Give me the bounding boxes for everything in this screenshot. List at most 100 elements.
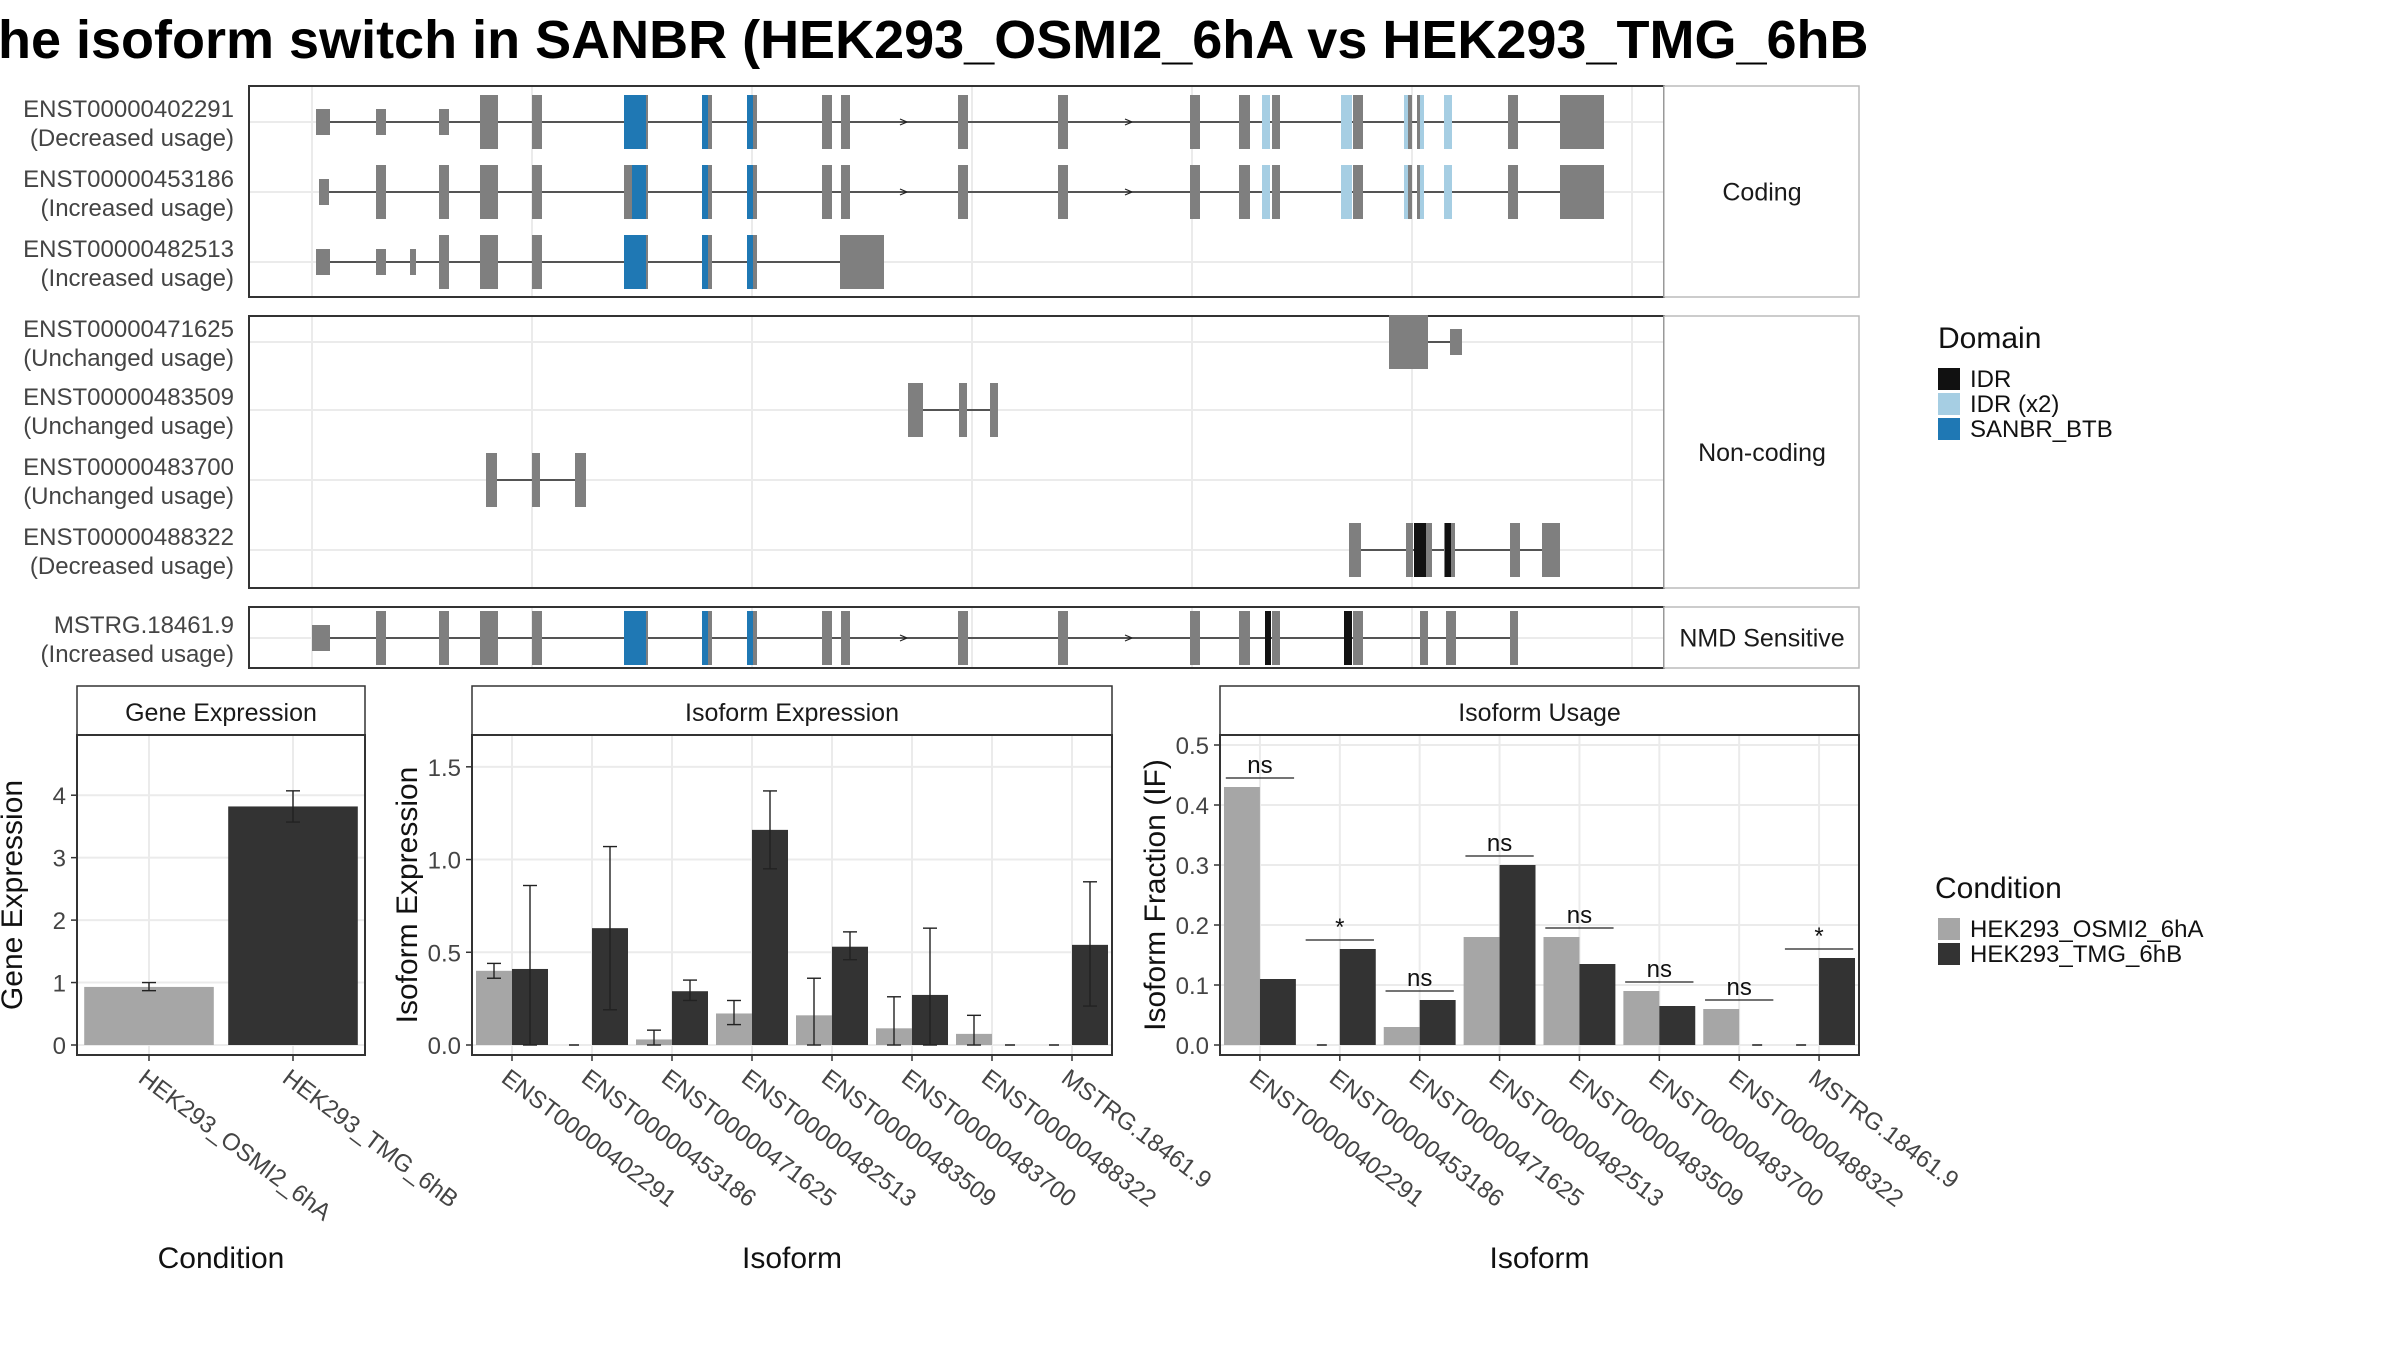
chart-title: Isoform Expression: [685, 699, 899, 727]
isoform-usage-label: (Decreased usage): [30, 125, 234, 152]
isoform-usage-label: (Increased usage): [41, 641, 234, 668]
facet-strip: [1663, 606, 1860, 669]
exon-block: [908, 383, 923, 437]
y-axis-title: Isoform Fraction (IF): [1139, 759, 1172, 1031]
exon-block: [841, 165, 850, 219]
isoform-name-label: ENST00000453186: [23, 166, 234, 193]
bar: [1659, 1006, 1696, 1045]
exon-block: [822, 95, 832, 149]
exon-block: [532, 235, 542, 289]
domain-sanbr-btb: [747, 235, 753, 289]
y-axis-title: Gene Expression: [0, 780, 29, 1010]
y-tick-label: 0.1: [1176, 973, 1209, 1000]
domain-idr: [1265, 611, 1271, 665]
significance-label: ns: [1247, 752, 1272, 779]
domain-idr-x2-: [1262, 95, 1270, 149]
domain-idr-x2-: [1341, 95, 1352, 149]
domain-idr-x2-: [1262, 165, 1270, 219]
bar: [476, 970, 512, 1045]
domain-idr-x2-: [1444, 95, 1452, 149]
bar: [832, 946, 868, 1045]
exon-block: [532, 453, 540, 507]
bar: [1339, 949, 1376, 1045]
significance-label: ns: [1407, 965, 1432, 992]
chart-strip: [1219, 685, 1860, 736]
domain-sanbr-btb: [702, 235, 708, 289]
exon-block: [532, 165, 542, 219]
bar: [1499, 865, 1536, 1045]
domain-sanbr-btb: [747, 95, 753, 149]
exon-block: [316, 249, 330, 275]
domain-idr-x2-: [1404, 165, 1408, 219]
exon-block: [439, 611, 449, 665]
domain-legend-key: [1938, 393, 1960, 415]
exon-block: [1272, 611, 1280, 665]
domain-idr: [1344, 611, 1352, 665]
domain-sanbr-btb: [624, 611, 646, 665]
exon-block: [376, 165, 386, 219]
exon-block: [958, 95, 968, 149]
exon-block: [1560, 165, 1604, 219]
exon-block: [1353, 95, 1363, 149]
facet-label: Coding: [1722, 179, 1801, 207]
isoform-name-label: MSTRG.18461.9: [54, 612, 234, 639]
exon-block: [1542, 523, 1560, 577]
exon-block: [959, 383, 967, 437]
bar: [1383, 1027, 1420, 1045]
domain-idr: [1445, 523, 1451, 577]
exon-block: [1239, 95, 1250, 149]
exon-block: [822, 165, 832, 219]
plot-border: [1219, 734, 1860, 1056]
bar: [1543, 937, 1580, 1045]
domain-legend-label: IDR (x2): [1970, 391, 2059, 418]
strand-arrow: [1124, 118, 1134, 126]
exon-block: [1560, 95, 1604, 149]
y-tick-label: 0.4: [1176, 793, 1209, 820]
y-tick-label: 0.5: [428, 940, 461, 967]
exon-block: [1239, 611, 1250, 665]
exon-block: [1190, 95, 1200, 149]
figure-title: he isoform switch in SANBR (HEK293_OSMI2…: [0, 10, 1869, 70]
transcript-structure-panel: Coding Non-coding NMD Sensitive ENST0000040…: [23, 85, 1860, 669]
exon-block: [1510, 523, 1520, 577]
condition-legend-key: [1938, 943, 1960, 965]
exon-block: [575, 453, 586, 507]
y-axis-title: Isoform Expression: [391, 767, 424, 1024]
plot-border: [76, 734, 366, 1056]
plot-area: [1220, 735, 1859, 1055]
y-tick-label: 3: [53, 846, 66, 873]
isoform-usage-label: (Unchanged usage): [23, 413, 234, 440]
exon-block: [1510, 611, 1518, 665]
exon-block: [958, 611, 968, 665]
exon-block: [439, 109, 449, 135]
exon-block: [532, 95, 542, 149]
exon-block: [480, 235, 498, 289]
exon-block: [841, 611, 850, 665]
x-axis-title: Isoform: [742, 1242, 842, 1275]
y-tick-label: 2: [53, 908, 66, 935]
domain-legend-label: IDR: [1970, 366, 2011, 393]
domain-sanbr-btb: [702, 611, 708, 665]
y-tick-label: 0.5: [1176, 733, 1209, 760]
bar: [1819, 958, 1856, 1045]
plot-border: [471, 734, 1113, 1056]
bar: [84, 986, 214, 1045]
domain-sanbr-btb: [702, 95, 708, 149]
isoform-usage-label: (Unchanged usage): [23, 483, 234, 510]
domain-legend-key: [1938, 418, 1960, 440]
domain-legend-title: Domain: [1938, 322, 2041, 355]
significance-label: *: [1814, 923, 1823, 950]
exon-block: [1349, 523, 1361, 577]
y-tick-label: 0.0: [428, 1033, 461, 1060]
exon-block: [1058, 611, 1068, 665]
domain-idr-x2-: [1420, 165, 1424, 219]
exon-block: [990, 383, 998, 437]
exon-block: [312, 625, 330, 651]
exon-block: [480, 95, 498, 149]
exon-block: [480, 611, 498, 665]
isoform-usage-label: (Unchanged usage): [23, 345, 234, 372]
exon-block: [1272, 165, 1280, 219]
domain-idr-x2-: [1444, 165, 1452, 219]
strand-arrow: [1124, 188, 1134, 196]
